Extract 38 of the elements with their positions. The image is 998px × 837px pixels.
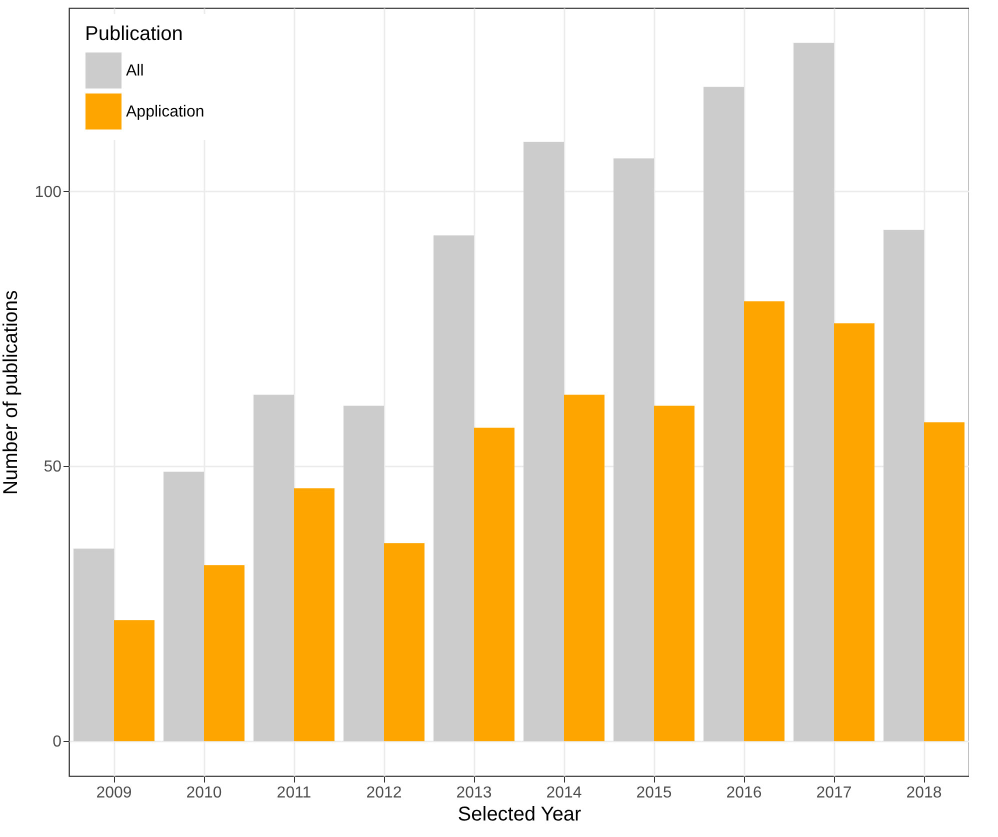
bar	[344, 406, 384, 742]
y-tick-label: 0	[52, 734, 62, 751]
x-tick-label: 2017	[816, 784, 852, 802]
bar	[654, 406, 694, 742]
x-tick-label: 2011	[276, 784, 312, 802]
x-tick-label: 2016	[726, 784, 762, 802]
bar	[74, 548, 114, 742]
bar	[744, 301, 784, 742]
bar	[834, 323, 874, 742]
bar	[114, 620, 154, 742]
x-tick-label: 2014	[546, 784, 582, 802]
bar	[474, 428, 514, 742]
bar	[524, 142, 564, 742]
bar	[564, 394, 604, 742]
y-tick-label: 100	[34, 184, 62, 201]
legend-label: All	[126, 62, 144, 80]
bar	[164, 472, 204, 742]
y-axis-title: Number of publications	[0, 290, 22, 495]
x-tick-label: 2013	[456, 784, 492, 802]
x-tick-label: 2012	[366, 784, 402, 802]
legend-label: Application	[126, 104, 204, 120]
bar	[384, 543, 424, 742]
bar	[924, 422, 964, 742]
bar	[794, 42, 834, 742]
x-tick-label: 2015	[636, 784, 672, 802]
y-tick-label: 50	[44, 458, 62, 476]
x-tick-label: 2018	[906, 784, 942, 802]
bar	[254, 394, 294, 742]
legend-title: Publication	[85, 23, 183, 45]
bar	[884, 230, 924, 742]
bar	[614, 158, 654, 742]
bar	[434, 235, 474, 742]
bar	[294, 488, 334, 742]
x-tick-label: 2010	[186, 784, 222, 802]
bar	[704, 86, 744, 742]
bar	[204, 565, 244, 742]
x-tick-label: 2009	[96, 784, 132, 802]
x-axis-title: Selected Year	[458, 804, 582, 826]
